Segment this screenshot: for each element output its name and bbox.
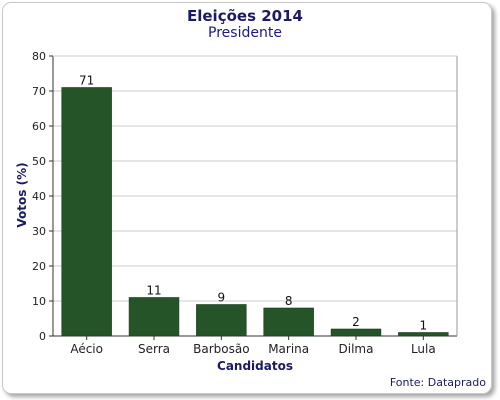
- x-tick-label: Dilma: [339, 342, 374, 356]
- y-tick-label: 70: [32, 85, 46, 98]
- axes: [49, 55, 458, 340]
- y-tick-label: 40: [32, 190, 46, 203]
- y-tick-label: 80: [32, 50, 46, 63]
- bar: [128, 297, 180, 337]
- bar: [61, 87, 112, 337]
- x-tick-label: Marina: [268, 342, 309, 356]
- x-axis-label: Candidatos: [217, 359, 293, 373]
- chart-subtitle: Presidente: [208, 25, 282, 41]
- bar: [263, 307, 314, 337]
- data-label: 11: [146, 284, 161, 298]
- x-tick-label: Lula: [411, 342, 436, 356]
- y-tick-label: 60: [32, 120, 46, 133]
- data-label: 2: [352, 315, 360, 329]
- y-tick-label: 30: [32, 225, 46, 238]
- labels: 0 10 20 30 40 50 60 70 80 71 Aécio 11 Serra 9 Barbosão…: [32, 50, 436, 356]
- data-label: 9: [218, 291, 226, 305]
- data-label: 71: [79, 74, 94, 88]
- data-label: 8: [285, 294, 293, 308]
- x-tick-label: Serra: [138, 342, 170, 356]
- chart-title: Eleições 2014: [187, 7, 303, 25]
- source-note: Fonte: Dataprado: [389, 376, 486, 389]
- bar: [196, 304, 247, 337]
- x-tick-label: Barbosão: [193, 342, 249, 356]
- y-tick-label: 10: [32, 295, 46, 308]
- x-tick-label: Aécio: [70, 342, 103, 356]
- bar: [330, 328, 382, 337]
- y-tick-label: 50: [32, 155, 46, 168]
- y-tick-label: 0: [39, 330, 46, 343]
- data-label: 1: [420, 319, 428, 333]
- grid-lines: [53, 55, 457, 336]
- y-tick-label: 20: [32, 260, 46, 273]
- bar: [398, 332, 449, 337]
- bars: [61, 87, 449, 337]
